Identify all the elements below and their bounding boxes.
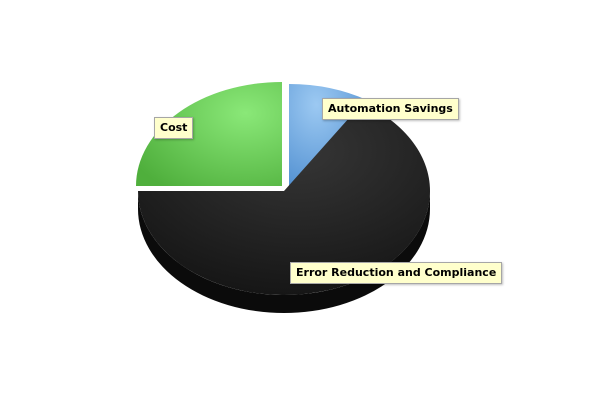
pie-slices: [136, 82, 431, 313]
slice-label-error-reduction-and-compliance: Error Reduction and Compliance: [290, 262, 503, 284]
pie-slice-cost: [136, 82, 282, 186]
slice-label-cost: Cost: [154, 117, 194, 139]
slice-label-automation-savings: Automation Savings: [322, 98, 459, 120]
pie-slice-error-reduction-and-compliance: [138, 103, 431, 295]
